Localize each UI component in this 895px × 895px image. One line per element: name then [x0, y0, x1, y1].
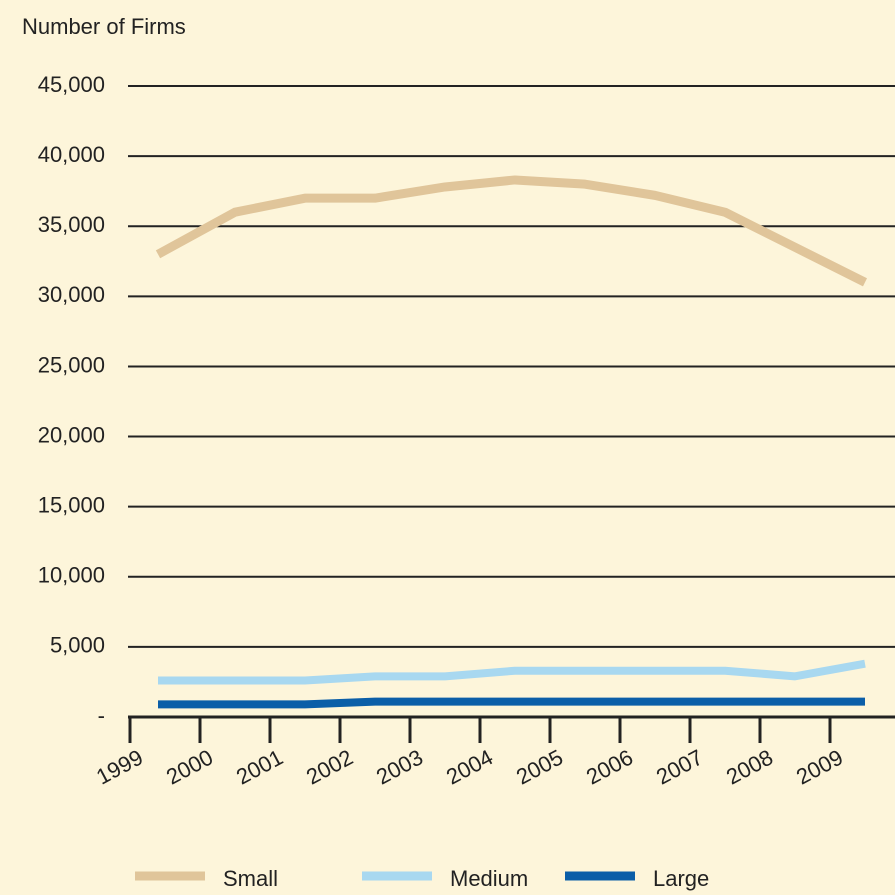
y-tick-label: 5,000 [50, 633, 105, 658]
y-tick-label: 40,000 [38, 142, 105, 167]
y-tick-label: 45,000 [38, 72, 105, 97]
y-tick-label: 25,000 [38, 352, 105, 377]
y-tick-label: 10,000 [38, 563, 105, 588]
y-tick-label: 15,000 [38, 492, 105, 517]
series-line [158, 659, 866, 685]
y-tick-label: 35,000 [38, 212, 105, 237]
y-tick-label: 30,000 [38, 282, 105, 307]
y-tick-label: - [98, 703, 105, 728]
legend-label: Small [223, 866, 278, 891]
series-line [155, 175, 868, 287]
y-tick-label: 20,000 [38, 422, 105, 447]
series-line [158, 697, 865, 709]
legend-label: Large [653, 866, 709, 891]
legend-label: Medium [450, 866, 528, 891]
y-axis-label: Number of Firms [22, 14, 186, 39]
